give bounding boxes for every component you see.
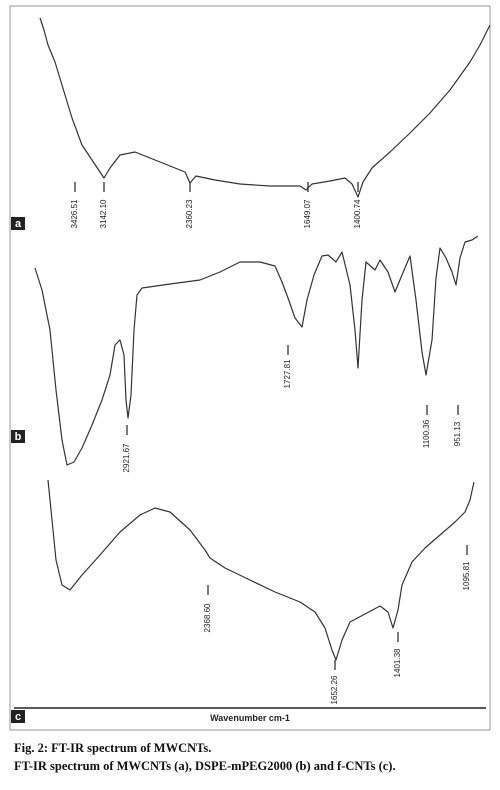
peak-label: 3426.51 bbox=[70, 199, 79, 228]
panel-letter: b bbox=[15, 431, 22, 443]
figure-frame bbox=[9, 5, 491, 731]
peak-label: 1652.26 bbox=[330, 675, 339, 704]
spectrum-b bbox=[34, 235, 479, 466]
peak-label: 1401.38 bbox=[393, 648, 402, 677]
panel-badge bbox=[11, 430, 25, 443]
peak-label: 2921.67 bbox=[122, 443, 131, 472]
x-axis-label: Wavenumber cm-1 bbox=[210, 713, 290, 723]
peak-label: 2368.60 bbox=[203, 603, 212, 632]
peak-label: 1095.81 bbox=[462, 561, 471, 590]
caption-text: FT-IR spectrum of MWCNTs (a), DSPE-mPEG2… bbox=[14, 759, 396, 773]
panel-letter: c bbox=[15, 711, 21, 723]
peak-label: 1400.74 bbox=[353, 199, 362, 228]
caption-title: Fig. 2: FT-IR spectrum of MWCNTs. bbox=[14, 741, 211, 755]
peak-label: 3142.10 bbox=[99, 199, 108, 228]
spectrum-a bbox=[39, 17, 491, 198]
peak-label: 1649.07 bbox=[303, 199, 312, 228]
panel-letter: a bbox=[15, 218, 22, 230]
panel-badge bbox=[11, 710, 25, 723]
peak-label: 1727.81 bbox=[283, 359, 292, 388]
peak-label: 1100.36 bbox=[422, 419, 431, 448]
peak-label: 951.13 bbox=[453, 421, 462, 446]
spectrum-c bbox=[47, 479, 475, 661]
panel-badge bbox=[11, 217, 25, 230]
peak-label: 2360.23 bbox=[185, 199, 194, 228]
